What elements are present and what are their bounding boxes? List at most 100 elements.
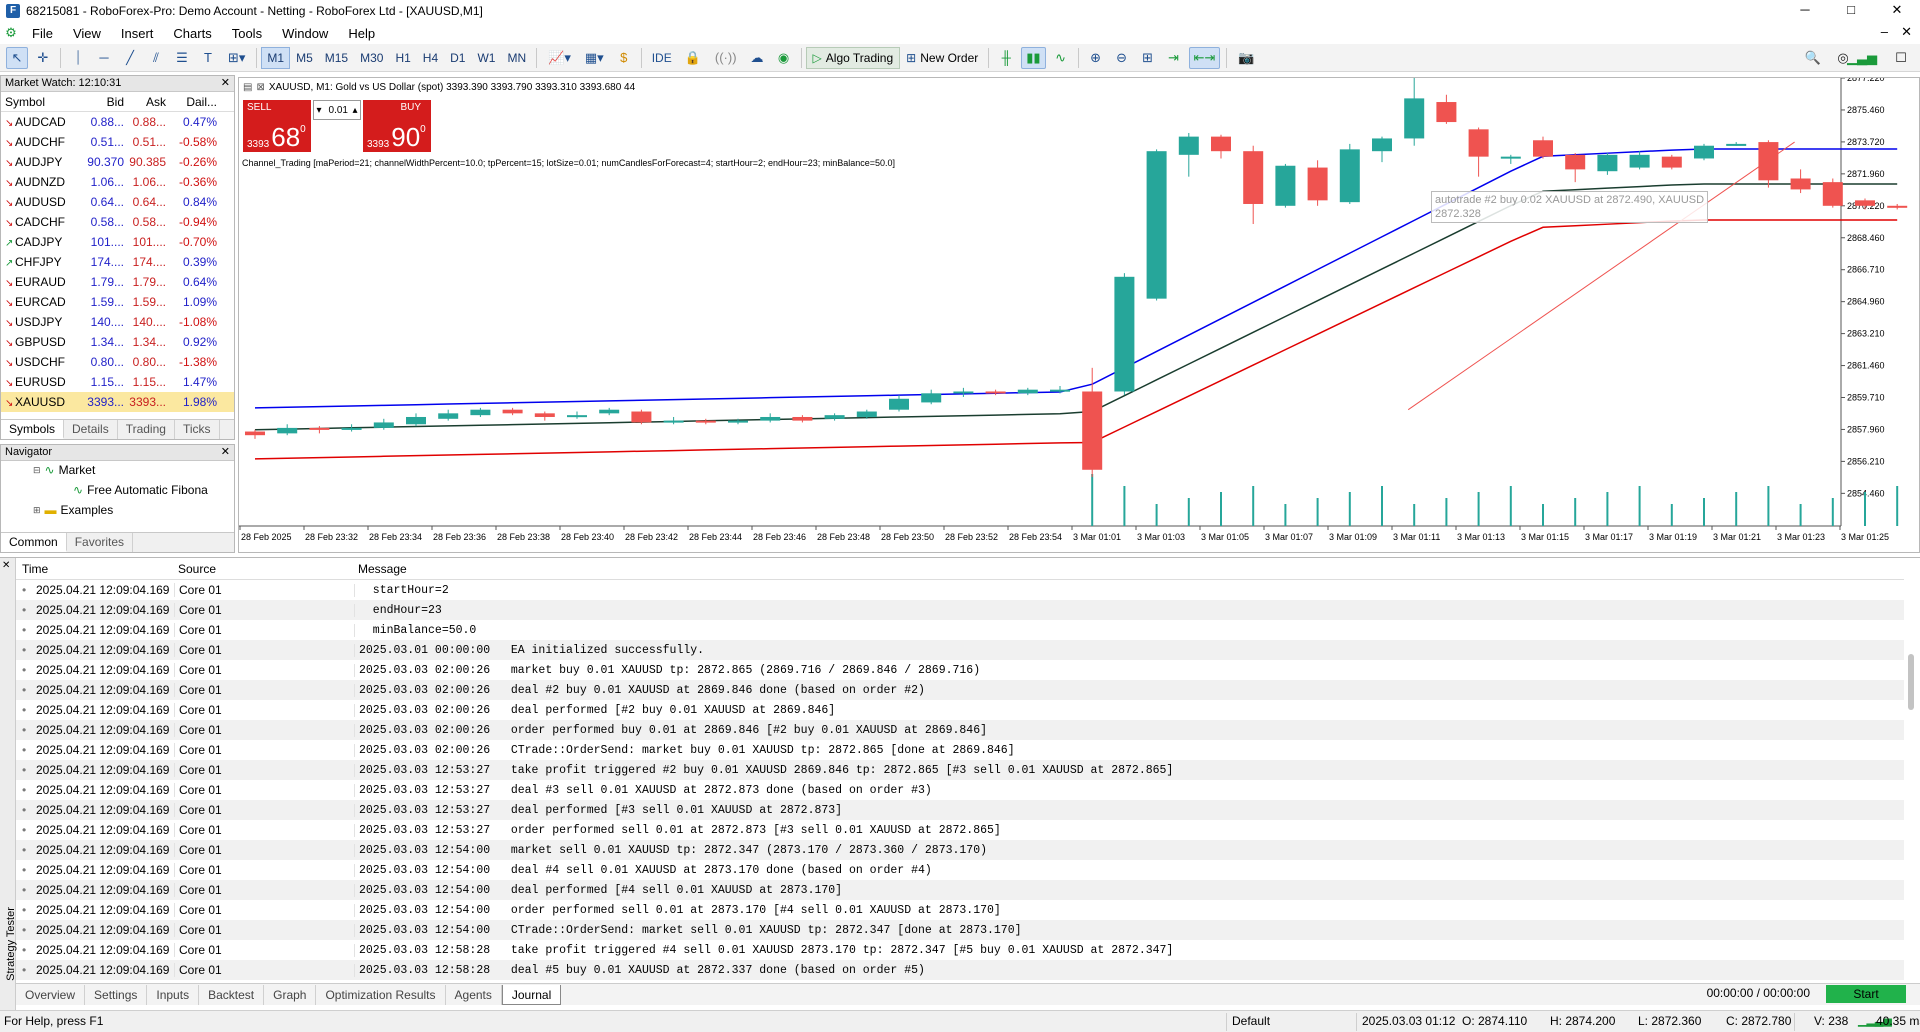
timeframe-m5[interactable]: M5 [296,50,313,65]
line-chart-icon[interactable]: ∿ [1055,49,1067,65]
tab-details[interactable]: Details [64,420,118,439]
market-watch-row[interactable]: ↘ EURUSD 1.15... 1.15... 1.47% [1,372,234,392]
text-tool-icon[interactable]: T [204,50,212,65]
menu-window[interactable]: Window [282,25,329,41]
bar-chart-icon[interactable]: ╫ [1001,50,1011,65]
chat-icon[interactable]: ☐ [1895,50,1907,65]
mdi-close-icon[interactable]: ✕ [1901,24,1912,39]
tree-item-fibonacci[interactable]: ∿ Free Automatic Fibona [73,483,208,497]
cloud-icon[interactable]: ☁ [750,49,764,65]
chart-symbol-icon[interactable]: ⊠ [256,82,265,93]
tab-settings[interactable]: Settings [85,984,148,1005]
timeframe-h4[interactable]: H4 [422,50,439,65]
col-symbol[interactable]: Symbol [5,94,46,109]
menu-tools[interactable]: Tools [231,25,263,41]
tile-windows-icon[interactable]: ⊞ [1142,49,1154,65]
tab-graph[interactable]: Graph [264,984,317,1005]
market-icon[interactable]: $ [620,50,628,65]
vps-icon[interactable]: ◉ [777,49,790,65]
sell-button[interactable]: SELL 3393 68 0 [243,100,311,152]
menu-charts[interactable]: Charts [173,25,212,41]
templates-icon[interactable]: ▦▾ [584,49,604,65]
market-watch-row[interactable]: ↘ USDCHF 0.80... 0.80... -1.38% [1,352,234,372]
zoom-out-icon[interactable]: ⊖ [1116,49,1128,65]
vertical-line-icon[interactable]: ⏐ [74,49,82,65]
market-watch-row[interactable]: ↘ EURAUD 1.79... 1.79... 0.64% [1,272,234,292]
market-watch-row[interactable]: ↘ GBPUSD 1.34... 1.34... 0.92% [1,332,234,352]
timeframe-m15[interactable]: M15 [324,50,349,65]
navigator-close-icon[interactable]: ✕ [220,446,230,458]
panel-close-icon[interactable]: ✕ [2,560,11,571]
maximize-button[interactable]: □ [1847,2,1855,17]
chart-shift-icon[interactable]: ⇥ [1168,49,1180,65]
ide-button[interactable]: IDE [651,50,672,65]
tab-journal[interactable]: Journal [501,984,562,1005]
timeframe-m1[interactable]: M1 [261,46,291,69]
tab-trading[interactable]: Trading [118,420,175,439]
tab-symbols[interactable]: Symbols [1,420,65,439]
col-ask[interactable]: Ask [145,94,166,109]
timeframe-d1[interactable]: D1 [450,50,466,65]
horizontal-line-icon[interactable]: ─ [99,50,109,65]
market-watch-row[interactable]: ↘ AUDNZD 1.06... 1.06... -0.36% [1,172,234,192]
lot-up-icon[interactable]: ▴ [352,104,358,116]
lot-stepper[interactable]: ▾ 0.01 ▴ [313,100,361,120]
tab-inputs[interactable]: Inputs [147,984,200,1005]
zoom-in-icon[interactable]: ⊕ [1090,49,1102,65]
timeframe-w1[interactable]: W1 [477,50,496,65]
trend-line-icon[interactable]: ╱ [126,49,134,65]
status-profile[interactable]: Default [1232,1014,1271,1028]
indicators-icon[interactable]: 📈▾ [548,49,571,65]
market-watch-row[interactable]: ↘ EURCAD 1.59... 1.59... 1.09% [1,292,234,312]
timeframe-mn[interactable]: MN [507,50,527,65]
market-watch-row[interactable]: ↘ CADCHF 0.58... 0.58... -0.94% [1,212,234,232]
lot-down-icon[interactable]: ▾ [316,104,322,116]
chart-menu-icon[interactable]: ▤ [243,82,253,93]
candlestick-icon[interactable]: ▮▮ [1021,46,1046,69]
market-watch-row[interactable]: ↘ AUDCHF 0.51... 0.51... -0.58% [1,132,234,152]
col-time[interactable]: Time [22,561,49,576]
market-watch-row[interactable]: ↘ USDJPY 140.... 140.... -1.08% [1,312,234,332]
tab-common[interactable]: Common [1,533,67,552]
cursor-tool-icon[interactable]: ↖ [6,46,28,69]
col-source[interactable]: Source [178,561,217,576]
menu-view[interactable]: View [72,25,101,41]
connection-icon[interactable]: ▁▂▃▅ [1858,1015,1892,1027]
crosshair-icon[interactable]: ✛ [37,49,49,65]
menu-file[interactable]: File [32,25,53,41]
start-button[interactable]: Start [1826,985,1906,1003]
tab-agents[interactable]: Agents [446,984,502,1005]
new-order-button[interactable]: ⊞ New Order [900,47,984,69]
mdi-minimize-icon[interactable]: – [1880,24,1888,39]
tab-overview[interactable]: Overview [16,984,86,1005]
tab-favorites[interactable]: Favorites [67,533,134,552]
screenshot-icon[interactable]: 📷 [1238,49,1255,65]
tab-optimization-results[interactable]: Optimization Results [316,984,446,1005]
tab-backtest[interactable]: Backtest [199,984,265,1005]
price-chart[interactable]: ▤ ⊠ XAUUSD, M1: Gold vs US Dollar (spot)… [238,77,1920,553]
col-message[interactable]: Message [358,561,407,576]
shapes-icon[interactable]: ⊞▾ [228,49,246,65]
minimize-button[interactable]: ─ [1800,2,1810,17]
market-watch-row[interactable]: ↘ AUDJPY 90.370 90.385 -0.26% [1,152,234,172]
search-icon[interactable]: 🔍 [1804,50,1821,65]
fibonacci-icon[interactable]: ☰ [176,49,188,65]
col-daily-change[interactable]: Dail... [186,94,217,109]
market-watch-row[interactable]: ↗ CADJPY 101.... 101.... -0.70% [1,232,234,252]
signal-icon[interactable]: ((·)) [714,50,737,65]
